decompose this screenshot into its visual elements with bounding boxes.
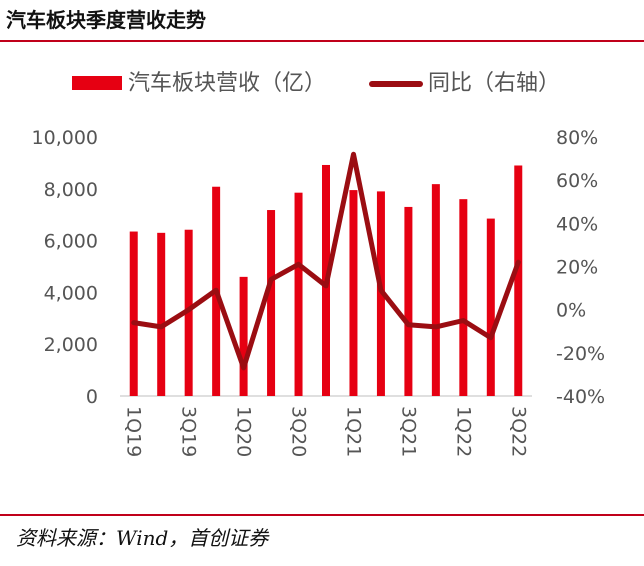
- x-tick-label: 1Q20: [233, 406, 255, 457]
- x-tick-label: 1Q21: [342, 406, 364, 457]
- chart-title: 汽车板块季度营收走势: [6, 8, 206, 32]
- y-left-tick-label: 2,000: [44, 334, 98, 356]
- x-tick-label: 1Q19: [123, 406, 145, 457]
- bar-1Q22: [459, 199, 468, 396]
- y-right-tick-label: 0%: [556, 300, 586, 322]
- source-note: 资料来源：Wind，首创证券: [16, 526, 269, 550]
- bar-1Q19: [129, 231, 138, 396]
- bar-3Q22: [514, 165, 523, 396]
- title-rule: [0, 40, 644, 42]
- x-tick-label: 3Q21: [397, 406, 419, 457]
- y-left-tick-label: 10,000: [32, 127, 98, 149]
- y-right-tick-label: 40%: [556, 213, 598, 235]
- legend-bar-label: 汽车板块营收（亿）: [128, 71, 326, 96]
- footer-rule: [0, 514, 644, 516]
- y-left-tick-label: 8,000: [44, 179, 98, 201]
- yoy-line: [131, 151, 521, 371]
- bar-1Q21: [349, 190, 358, 396]
- y-right-tick-label: -40%: [556, 386, 605, 408]
- y-right-tick-label: 80%: [556, 127, 598, 149]
- bar-2Q19: [157, 232, 166, 396]
- bar-3Q19: [184, 229, 193, 396]
- x-tick-label: 3Q22: [507, 406, 529, 457]
- bar-2Q22: [486, 218, 495, 396]
- bar-3Q20: [294, 192, 303, 396]
- y-right-tick-label: 20%: [556, 257, 598, 279]
- legend-bar-swatch: [72, 76, 122, 90]
- bar-4Q21: [431, 184, 440, 396]
- bar-3Q21: [404, 206, 413, 396]
- y-left-tick-label: 4,000: [44, 282, 98, 304]
- y-left-tick-label: 0: [86, 386, 98, 408]
- x-tick-label: 1Q22: [452, 406, 474, 457]
- y-right-tick-label: 60%: [556, 170, 598, 192]
- x-tick-label: 3Q19: [178, 406, 200, 457]
- y-left-tick-label: 6,000: [44, 231, 98, 253]
- x-tick-label: 3Q20: [288, 406, 310, 457]
- bar-1Q20: [239, 276, 248, 396]
- legend-line-label: 同比（右轴）: [428, 71, 560, 96]
- bar-2Q20: [267, 210, 276, 396]
- y-right-tick-label: -20%: [556, 343, 605, 365]
- chart-svg: 汽车板块营收（亿） 同比（右轴） 0 2,000 4,000 6,000 8,000 10,0…: [32, 71, 606, 457]
